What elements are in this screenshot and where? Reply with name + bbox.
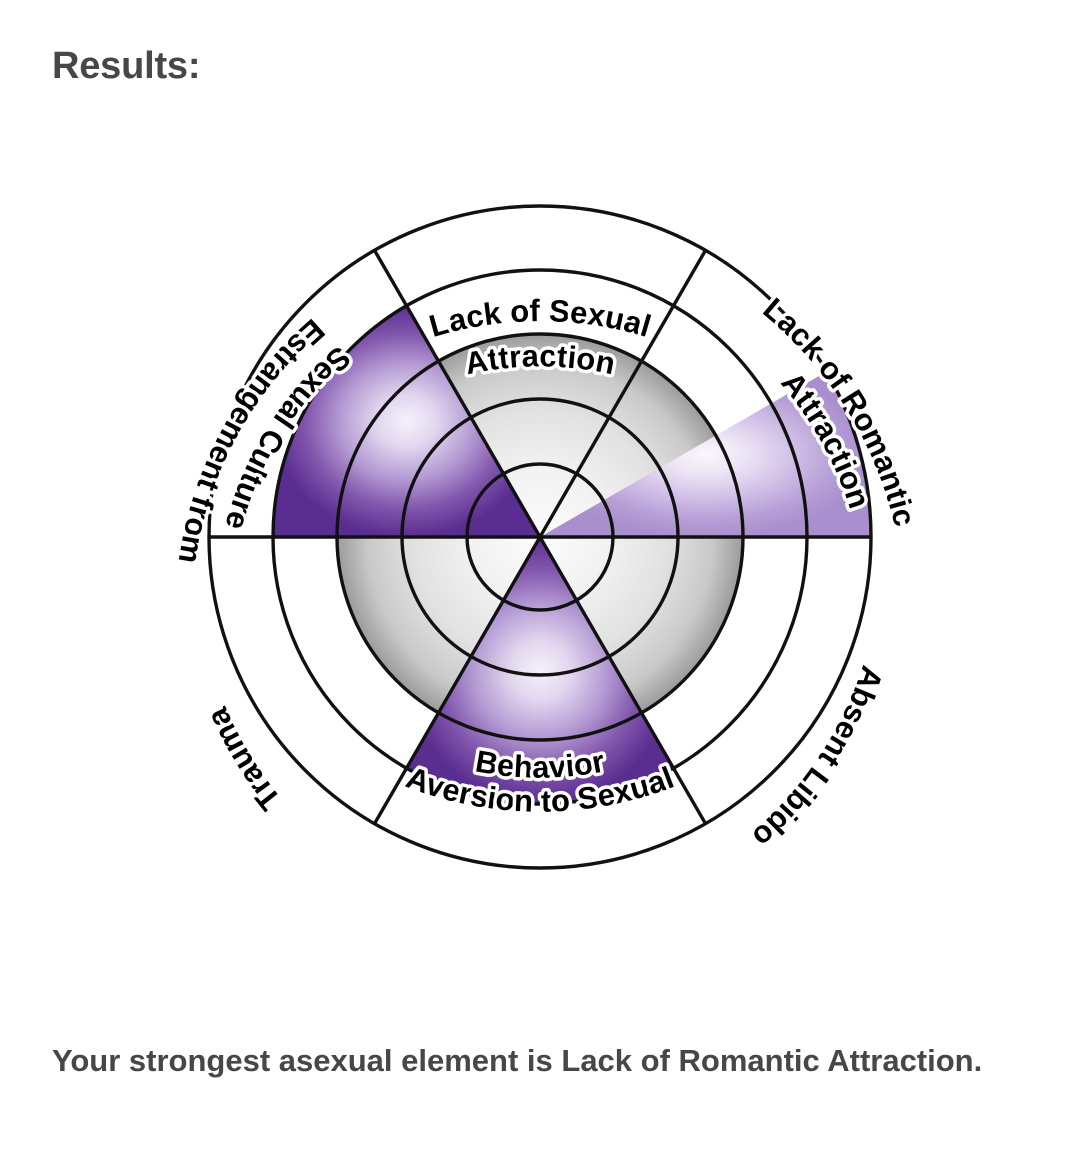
svg-text:Trauma: Trauma xyxy=(199,702,288,817)
axis-label-absent-libido: Absent Libido xyxy=(742,658,893,858)
axis-label-trauma: Trauma xyxy=(196,699,292,821)
page-title: Results: xyxy=(52,45,201,88)
chart-grid-spokes xyxy=(209,249,871,825)
sector-estrangement-from-sexual-culture[interactable] xyxy=(272,305,540,537)
spoke-diagonal-up-left xyxy=(373,249,707,825)
axis-label-line-1: Trauma xyxy=(196,699,292,821)
svg-text:Behavior: Behavior xyxy=(473,744,607,785)
polar-chart-container: Lack of Sexual Attraction Lack of Romant… xyxy=(0,105,1080,975)
strongest-element-statement: Your strongest asexual element is Lack o… xyxy=(52,1043,983,1078)
sector-lack-of-romantic-attraction[interactable] xyxy=(540,371,871,538)
axis-label-line-1: Absent Libido xyxy=(742,658,893,858)
asexual-elements-polar-chart: Lack of Sexual Attraction Lack of Romant… xyxy=(168,204,926,870)
sector-aversion-to-sexual-behavior[interactable] xyxy=(406,537,674,805)
axis-label-line-2: Behavior xyxy=(469,740,610,788)
svg-text:Absent Libido: Absent Libido xyxy=(746,662,890,855)
